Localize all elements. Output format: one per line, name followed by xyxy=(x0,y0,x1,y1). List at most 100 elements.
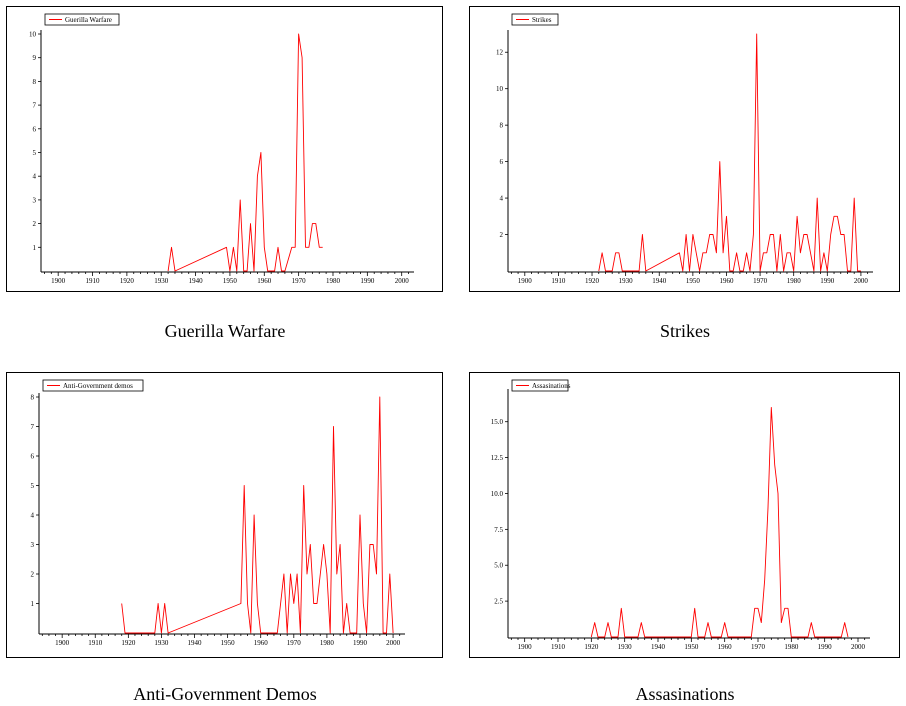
caption-assasinations: Assasinations xyxy=(635,684,735,704)
data-point xyxy=(721,636,722,637)
y-tick-label: 12 xyxy=(496,49,504,57)
data-point xyxy=(271,270,272,271)
data-point xyxy=(810,252,811,253)
data-point xyxy=(320,573,321,574)
data-point xyxy=(807,636,808,637)
data-point xyxy=(757,608,758,609)
caption-anti-government-demos: Anti-Government Demos xyxy=(133,684,317,704)
data-point xyxy=(811,622,812,623)
data-point xyxy=(847,636,848,637)
x-tick-label: 1990 xyxy=(818,643,833,651)
x-tick-label: 2000 xyxy=(851,643,866,651)
data-point xyxy=(359,514,360,515)
data-point xyxy=(624,636,625,637)
y-tick-label: 7.5 xyxy=(494,526,503,534)
data-point xyxy=(158,603,159,604)
data-point xyxy=(773,234,774,235)
data-point xyxy=(366,632,367,633)
data-point xyxy=(803,234,804,235)
caption-guerilla-warfare: Guerilla Warfare xyxy=(164,321,286,341)
y-tick-label: 10 xyxy=(496,85,504,93)
data-point xyxy=(310,544,311,545)
data-point xyxy=(253,514,254,515)
x-tick-label: 1920 xyxy=(120,277,135,285)
x-tick-label: 1980 xyxy=(326,277,341,285)
data-point xyxy=(686,234,687,235)
y-tick-label: 5 xyxy=(31,482,35,490)
data-point xyxy=(336,573,337,574)
x-tick-label: 1970 xyxy=(751,643,766,651)
data-point xyxy=(841,636,842,637)
x-tick-label: 1960 xyxy=(719,277,734,285)
data-point xyxy=(617,636,618,637)
y-tick-label: 7 xyxy=(33,102,37,110)
data-point xyxy=(637,636,638,637)
data-point xyxy=(322,247,323,248)
y-tick-label: 6 xyxy=(500,158,504,166)
data-point xyxy=(790,252,791,253)
data-point xyxy=(376,573,377,574)
x-tick-label: 1940 xyxy=(188,639,203,647)
data-point xyxy=(840,234,841,235)
data-point xyxy=(308,247,309,248)
data-point xyxy=(729,270,730,271)
y-tick-label: 6 xyxy=(31,453,35,461)
data-point xyxy=(319,247,320,248)
data-point xyxy=(719,161,720,162)
x-tick-label: 2000 xyxy=(386,639,401,647)
data-point xyxy=(250,632,251,633)
data-point xyxy=(777,493,778,494)
x-tick-label: 1950 xyxy=(223,277,238,285)
x-tick-label: 1990 xyxy=(360,277,375,285)
x-tick-label: 1970 xyxy=(287,639,302,647)
x-tick-label: 1900 xyxy=(518,277,533,285)
x-tick-label: 1900 xyxy=(518,643,533,651)
x-tick-label: 1930 xyxy=(154,277,169,285)
data-point xyxy=(726,216,727,217)
data-point xyxy=(379,396,380,397)
series-line xyxy=(598,33,861,272)
x-tick-label: 2000 xyxy=(395,277,410,285)
data-point xyxy=(692,234,693,235)
data-point xyxy=(711,636,712,637)
data-point xyxy=(854,197,855,198)
data-point xyxy=(696,252,697,253)
data-point xyxy=(253,270,254,271)
x-tick-label: 1900 xyxy=(55,639,70,647)
data-point xyxy=(820,270,821,271)
series-line xyxy=(121,396,394,634)
x-tick-label: 1950 xyxy=(684,643,699,651)
data-point xyxy=(283,573,284,574)
data-point xyxy=(591,636,592,637)
data-point xyxy=(392,632,393,633)
x-tick-label: 1910 xyxy=(551,643,566,651)
data-point xyxy=(833,216,834,217)
data-point xyxy=(712,234,713,235)
x-tick-label: 1940 xyxy=(651,643,666,651)
chart-svg-1: 1900 1910 1920 1930 1940 1950 1960 1970 1980 1990… xyxy=(496,13,873,285)
data-point xyxy=(168,270,169,271)
data-point xyxy=(697,636,698,637)
x-tick-label: 1970 xyxy=(292,277,307,285)
data-point xyxy=(764,579,765,580)
series-line xyxy=(167,33,323,272)
data-point xyxy=(290,573,291,574)
data-point xyxy=(847,270,848,271)
data-point xyxy=(727,636,728,637)
x-tick-label: 1960 xyxy=(718,643,733,651)
data-point xyxy=(771,407,772,408)
data-point xyxy=(756,33,757,34)
data-point xyxy=(642,234,643,235)
y-tick-label: 2 xyxy=(500,231,504,239)
chart-anti-government-demos: 1900 1910 1920 1930 1940 1950 1960 1970 1980 1990… xyxy=(6,372,443,658)
x-tick-label: 1930 xyxy=(618,643,633,651)
data-point xyxy=(240,603,241,604)
data-point xyxy=(746,252,747,253)
data-point xyxy=(373,544,374,545)
data-point xyxy=(605,270,606,271)
y-tick-label: 2 xyxy=(31,571,35,579)
y-tick-label: 1 xyxy=(33,244,37,252)
x-tick-label: 1910 xyxy=(551,277,566,285)
data-point xyxy=(607,622,608,623)
y-tick-label: 10.0 xyxy=(491,490,504,498)
